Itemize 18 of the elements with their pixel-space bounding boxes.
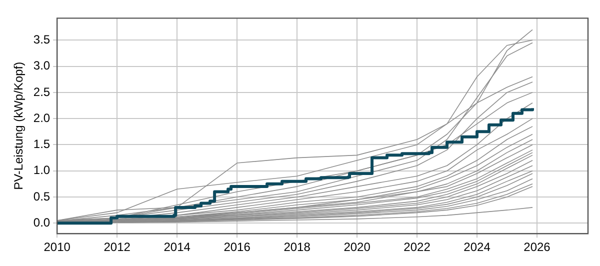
y-tick-label: 3.0 [33, 58, 50, 73]
x-tick-label: 2012 [104, 240, 131, 254]
x-tick-label: 2018 [284, 240, 311, 254]
y-tick-label: 0.5 [33, 189, 50, 204]
y-tick-label: 2.5 [33, 84, 50, 99]
x-tick-label: 2022 [404, 240, 431, 254]
x-tick-label: 2016 [224, 240, 251, 254]
y-tick-label: 3.5 [33, 32, 50, 46]
x-tick-label: 2026 [524, 240, 551, 254]
y-tick-label: 1.5 [33, 137, 50, 152]
x-tick-label: 2010 [44, 240, 71, 254]
x-tick-label: 2020 [344, 240, 371, 254]
x-tick-label: 2014 [164, 240, 191, 254]
y-axis-title: PV-Leistung (kWp/Kopf) [12, 62, 26, 190]
x-tick-label: 2024 [464, 240, 491, 254]
y-tick-label: 2.0 [33, 110, 50, 125]
y-tick-label: 0.0 [33, 215, 50, 230]
y-tick-label: 1.0 [33, 163, 50, 178]
